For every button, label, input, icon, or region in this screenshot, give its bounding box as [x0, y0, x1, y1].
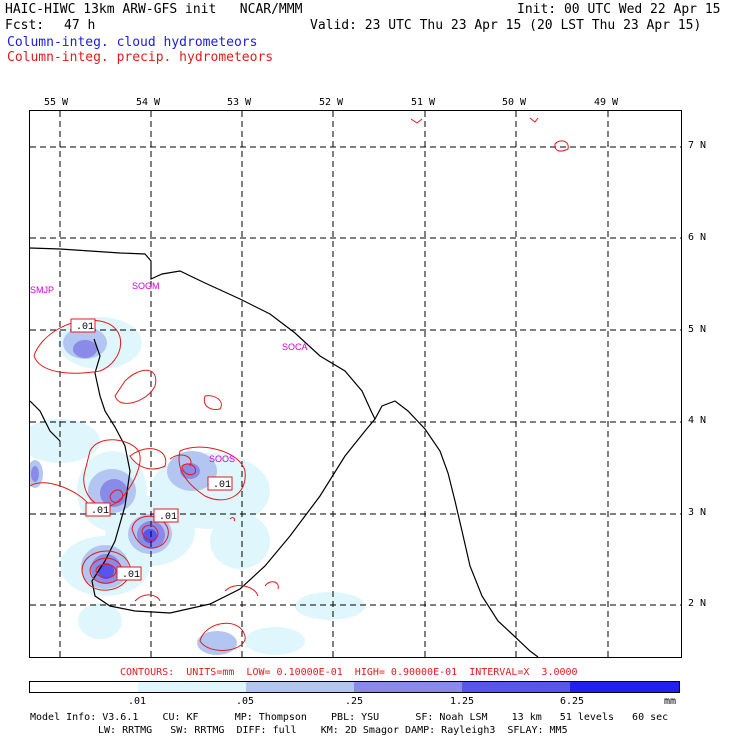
colorbar-tick: 6.25 — [560, 696, 585, 707]
contour-label: .01 — [122, 570, 140, 581]
lon-label: 54 W — [136, 97, 161, 108]
model-info-line2: LW: RRTMG SW: RRTMG DIFF: full KM: 2D Sm… — [98, 725, 568, 736]
station-labels: SMJP SOGM SOCA SOOS — [30, 281, 308, 464]
colorbar-segment — [138, 682, 246, 692]
lon-label: 51 W — [411, 97, 436, 108]
colorbar-segment — [462, 682, 570, 692]
contour-label: .01 — [159, 512, 177, 523]
forecast-hour: 47 h — [64, 18, 96, 33]
field-precip-label: Column-integ. precip. hydrometeors — [7, 50, 274, 65]
lat-label: 2 N — [688, 598, 707, 609]
coastline — [30, 247, 539, 657]
station-label: SOGM — [132, 281, 160, 291]
station-label: SMJP — [30, 285, 54, 295]
lon-label: 53 W — [227, 97, 252, 108]
colorbar-segment — [570, 682, 679, 692]
contours-info: CONTOURS: UNITS=mm LOW= 0.10000E-01 HIGH… — [120, 667, 578, 678]
init-time: Init: 00 UTC Wed 22 Apr 15 — [517, 2, 721, 17]
station-label: SOCA — [282, 342, 308, 352]
lon-label: 49 W — [594, 97, 619, 108]
colorbar-tick: .01 — [128, 696, 147, 707]
lat-label: 5 N — [688, 324, 707, 335]
field-cloud-label: Column-integ. cloud hydrometeors — [7, 35, 258, 50]
lat-label: 3 N — [688, 507, 707, 518]
colorbar — [29, 681, 680, 693]
colorbar-tick: .05 — [236, 696, 255, 707]
lat-lon-grid — [30, 111, 681, 657]
colorbar-segment — [354, 682, 462, 692]
lon-label: 50 W — [502, 97, 527, 108]
valid-time: Valid: 23 UTC Thu 23 Apr 15 (20 LST Thu … — [310, 18, 702, 33]
lat-label: 6 N — [688, 232, 707, 243]
lon-label: 52 W — [319, 97, 344, 108]
contour-labels: .01 .01 .01 .01 .01 — [70, 318, 233, 581]
colorbar-segment — [30, 682, 138, 692]
colorbar-segment — [246, 682, 354, 692]
map-canvas: .01 .01 .01 .01 .01 SMJP SOGM SOCA SOOS — [30, 111, 681, 657]
lat-label: 4 N — [688, 415, 707, 426]
contour-label: .01 — [213, 480, 231, 491]
forecast-label: Fcst: — [5, 18, 45, 33]
colorbar-tick: 1.25 — [450, 696, 475, 707]
map-panel: .01 .01 .01 .01 .01 SMJP SOGM SOCA SOOS — [29, 110, 682, 658]
contour-label: .01 — [76, 322, 94, 333]
colorbar-unit: mm — [664, 696, 677, 707]
colorbar-tick: .25 — [345, 696, 364, 707]
lat-label: 7 N — [688, 140, 707, 151]
lon-label: 55 W — [44, 97, 69, 108]
model-info-line1: Model Info: V3.6.1 CU: KF MP: Thompson P… — [30, 712, 669, 723]
contour-label: .01 — [91, 506, 109, 517]
plot-title: HAIC-HIWC 13km ARW-GFS init NCAR/MMM — [5, 2, 303, 17]
station-label: SOOS — [209, 454, 235, 464]
